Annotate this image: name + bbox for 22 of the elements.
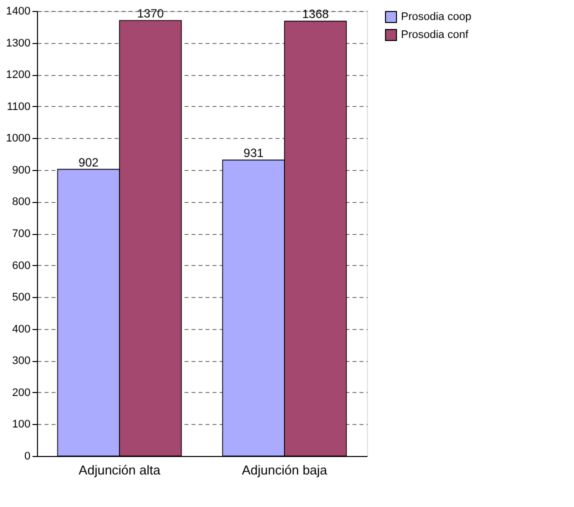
y-tick-label: 1100: [6, 100, 30, 113]
y-tick-label: 1400: [6, 6, 30, 18]
y-tick-label: 1300: [6, 37, 30, 50]
x-tick-label: Adjunción baja: [242, 462, 328, 478]
y-tick-label: 600: [12, 260, 30, 272]
y-tick-label: 300: [12, 355, 30, 368]
x-tick-label: Adjunción alta: [78, 462, 162, 478]
y-tick-label: 100: [12, 418, 30, 431]
y-tick-label: 400: [12, 323, 30, 336]
legend-label: Prosodia coop: [401, 11, 472, 23]
y-tick-label: 900: [12, 164, 30, 176]
y-tick-label: 1000: [6, 132, 30, 145]
y-tick-label: 200: [12, 386, 30, 399]
y-tick-label: 500: [12, 292, 30, 304]
y-tick-label: 0: [24, 450, 30, 462]
legend-label: Prosodia conf: [401, 29, 470, 41]
data-label: 902: [78, 155, 99, 170]
y-tick-label: 1200: [6, 69, 30, 82]
y-tick-label: 800: [12, 196, 30, 208]
y-tick-label: 700: [12, 228, 30, 240]
data-label: 1370: [137, 6, 164, 21]
data-label: 931: [244, 146, 264, 160]
